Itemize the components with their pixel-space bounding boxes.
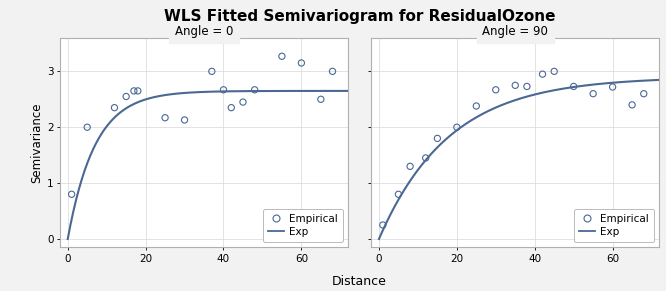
Point (568, 84, 579, 89)
Point (420, 156, 431, 160)
Text: Distance: Distance (332, 275, 387, 288)
Point (296, 61, 307, 65)
Point (393, 192, 404, 197)
Y-axis label: Semivariance: Semivariance (30, 102, 43, 183)
Point (226, 105, 236, 110)
Point (521, 84, 532, 89)
Point (405, 164, 416, 169)
Point (179, 118, 190, 122)
Point (607, 85, 618, 89)
Point (327, 69, 338, 74)
Legend: Empirical, Exp: Empirical, Exp (574, 209, 654, 242)
Point (82, 125, 93, 129)
Point (218, 88, 229, 92)
Point (378, 223, 388, 227)
Legend: Empirical, Exp: Empirical, Exp (263, 209, 343, 242)
Point (121, 94, 131, 99)
Point (588, 91, 599, 96)
Point (238, 100, 248, 104)
Point (67, 192, 77, 197)
Point (639, 91, 649, 96)
Point (537, 72, 548, 77)
Point (471, 104, 482, 108)
Point (249, 88, 260, 92)
Point (160, 116, 170, 120)
Text: WLS Fitted Semivariogram for ResidualOzone: WLS Fitted Semivariogram for ResidualOzo… (164, 9, 555, 24)
Title: Angle = 0: Angle = 0 (175, 25, 233, 38)
Point (549, 69, 559, 74)
Title: Angle = 90: Angle = 90 (482, 25, 548, 38)
Point (129, 88, 139, 93)
Point (133, 88, 143, 93)
Point (627, 102, 637, 107)
Point (490, 88, 501, 92)
Point (452, 125, 462, 129)
Point (206, 69, 217, 74)
Point (316, 97, 326, 102)
Point (432, 136, 443, 141)
Point (510, 83, 521, 88)
Point (276, 54, 287, 58)
Point (109, 105, 120, 110)
